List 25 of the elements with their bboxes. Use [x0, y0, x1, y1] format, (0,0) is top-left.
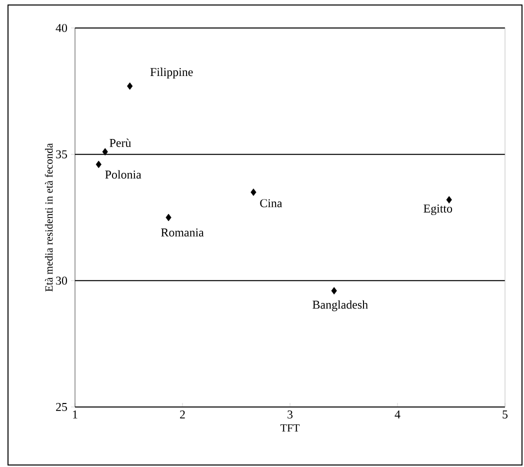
y-tick-label: 25 — [56, 402, 68, 411]
x-axis-title: TFT — [280, 424, 300, 432]
point — [102, 148, 108, 156]
x-tick-label: 4 — [394, 410, 400, 418]
point — [96, 160, 102, 168]
x-tick-label: 1 — [73, 410, 78, 418]
annotation: Cina — [260, 199, 282, 208]
x-tick-label: 2 — [180, 410, 185, 418]
point — [127, 82, 133, 90]
y-tick-label: 40 — [56, 24, 68, 32]
y-tick-label: 30 — [56, 276, 68, 285]
annotation: Romania — [161, 228, 204, 236]
annotation: Perù — [110, 138, 132, 147]
annotation: Egitto — [424, 204, 452, 216]
point — [446, 196, 452, 204]
y-tick-label: 35 — [56, 150, 68, 158]
annotation: Polonia — [105, 170, 142, 179]
x-tick-label: 5 — [502, 410, 508, 418]
y-axis-title: Età media residenti in età feconda — [44, 143, 53, 292]
point — [166, 214, 172, 222]
x-tick-label: 3 — [288, 410, 293, 419]
annotation: Bangladesh — [312, 300, 368, 312]
point — [250, 188, 256, 196]
annotation: Filippine — [150, 68, 193, 79]
point — [331, 287, 337, 294]
